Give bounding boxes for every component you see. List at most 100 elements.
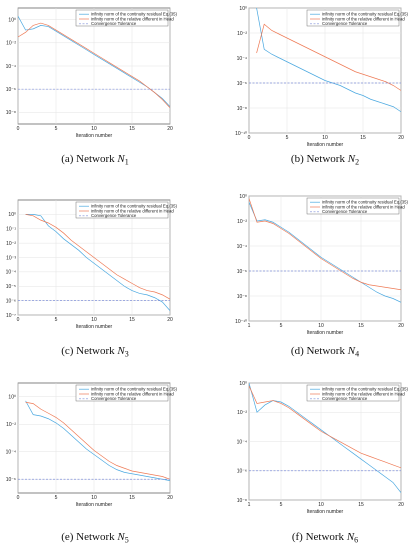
x-tick-label: 5: [55, 495, 58, 501]
panel-caption: (f) Network N6: [292, 531, 358, 545]
y-tick-label: 10⁻³: [6, 255, 16, 261]
legend-box: [75, 384, 169, 402]
panel-caption: (c) Network N3: [61, 345, 129, 359]
chart-panel-1: 0 5 10 15 20 10⁻⁸ 10⁻⁶ 10⁻⁴ 10⁻² 10⁰ Iteration num…: [6, 7, 178, 167]
y-tick-label: 10⁻²: [6, 422, 16, 428]
series-line-head: [256, 23, 401, 91]
series-line-residual: [25, 214, 170, 311]
x-tick-label: 10: [91, 317, 97, 323]
x-tick-label: 20: [167, 126, 173, 132]
x-tick-label: 5: [55, 317, 58, 323]
y-tick-label: 10⁻¹: [6, 227, 16, 233]
x-tick-label: 5: [286, 135, 289, 141]
y-tick-label: 10⁻⁸: [237, 294, 247, 300]
legend-label: infinity norm of the relative different …: [91, 16, 174, 21]
legend-label: infinity norm of the continuity residual…: [91, 204, 178, 209]
y-tick-label: 10⁰: [8, 17, 16, 23]
legend-box: [306, 9, 400, 27]
panel-caption: (b) Network N2: [291, 153, 359, 167]
x-tick-label: 5: [55, 126, 58, 132]
legend-label: infinity norm of the continuity residual…: [322, 387, 409, 392]
x-tick-label: 15: [358, 323, 364, 329]
legend-label: Convergence Tolerance: [91, 21, 137, 26]
x-tick-label: 10: [318, 502, 324, 508]
x-tick-label: 10: [91, 126, 97, 132]
y-tick-label: 10⁻⁶: [6, 298, 16, 304]
y-tick-label: 10⁻⁴: [237, 56, 247, 62]
chart-panel-5: 0 5 10 15 20 10⁻⁶ 10⁻⁴ 10⁻² 10⁰ Iteration number i…: [6, 382, 178, 545]
plot-area: [248, 195, 402, 322]
y-tick-label: 10⁻¹⁰: [235, 131, 247, 137]
y-tick-label: 10⁻¹⁰: [235, 319, 247, 325]
panel-caption: (a) Network N1: [61, 153, 129, 167]
y-tick-label: 10⁻⁶: [237, 269, 247, 275]
chart-panel-2: 0 5 10 15 20 10⁻¹⁰ 10⁻⁸ 10⁻⁶ 10⁻⁴ 10⁻² 10⁰ Iteratio…: [235, 6, 408, 167]
x-tick-label: 15: [360, 135, 366, 141]
y-tick-label: 10⁻⁶: [6, 477, 16, 483]
y-tick-label: 10⁻⁶: [237, 81, 247, 87]
legend-label: infinity norm of the relative different …: [91, 391, 174, 396]
series-line-head: [25, 401, 170, 480]
chart-panel-3: 0 5 10 15 20 10⁻⁷ 10⁻⁶ 10⁻⁵ 10⁻⁴ 10⁻³ 10⁻² 10⁻¹ 10⁰ I…: [6, 199, 178, 359]
x-axis-label: Iteration number: [76, 324, 113, 330]
y-tick-label: 10⁻⁸: [237, 498, 247, 504]
y-tick-label: 10⁻⁶: [237, 469, 247, 475]
y-tick-label: 10⁰: [239, 381, 247, 387]
x-tick-label: 10: [91, 495, 97, 501]
x-tick-label: 10: [318, 323, 324, 329]
legend-label: Convergence Tolerance: [91, 213, 137, 218]
series-line-head: [18, 22, 170, 108]
series-line-head: [249, 385, 401, 469]
x-tick-label: 15: [129, 495, 135, 501]
y-tick-label: 10⁻²: [237, 219, 247, 225]
legend-label: infinity norm of the relative different …: [322, 391, 405, 396]
panel-caption: (d) Network N4: [291, 345, 359, 359]
x-tick-label: 10: [322, 135, 328, 141]
legend-box: [75, 9, 169, 27]
x-tick-label: 20: [167, 495, 173, 501]
panel-caption: (e) Network N5: [61, 531, 129, 545]
x-tick-label: 20: [398, 323, 404, 329]
y-tick-label: 10⁻⁴: [6, 450, 16, 456]
x-tick-label: 0: [17, 126, 20, 132]
x-tick-label: 5: [280, 323, 283, 329]
x-tick-label: 0: [17, 495, 20, 501]
x-tick-label: 20: [398, 135, 404, 141]
legend-label: infinity norm of the continuity residual…: [322, 12, 409, 17]
series-line-residual: [256, 8, 401, 113]
x-tick-label: 15: [358, 502, 364, 508]
series-line-residual: [25, 400, 170, 481]
y-tick-label: 10⁻²: [6, 41, 16, 47]
legend-label: Convergence Tolerance: [322, 209, 368, 214]
legend-label: infinity norm of the relative different …: [322, 204, 405, 209]
x-axis-label: Iteration number: [307, 142, 344, 148]
x-tick-label: 0: [248, 135, 251, 141]
y-tick-label: 10⁻⁵: [6, 284, 16, 290]
y-tick-label: 10⁻⁴: [6, 270, 16, 276]
y-tick-label: 10⁻²: [237, 410, 247, 416]
x-tick-label: 1: [248, 323, 251, 329]
y-tick-label: 10⁻⁴: [6, 64, 16, 70]
y-tick-label: 10⁻⁴: [237, 439, 247, 445]
x-tick-label: 15: [129, 317, 135, 323]
series-line-head: [25, 214, 170, 300]
x-axis-label: Iteration number: [307, 330, 344, 336]
legend-label: infinity norm of the continuity residual…: [91, 387, 178, 392]
x-axis-label: Iteration number: [307, 509, 344, 515]
legend-box: [306, 384, 400, 402]
y-tick-label: 10⁻⁸: [237, 106, 247, 112]
series-line-residual: [249, 202, 401, 303]
legend-label: Convergence Tolerance: [322, 396, 368, 401]
y-tick-label: 10⁻²: [6, 241, 16, 247]
x-tick-label: 1: [248, 502, 251, 508]
legend-label: Convergence Tolerance: [322, 21, 368, 26]
x-tick-label: 15: [129, 126, 135, 132]
y-tick-label: 10⁰: [8, 395, 16, 401]
y-tick-label: 10⁻⁸: [6, 110, 16, 116]
y-tick-label: 10⁻⁴: [237, 244, 247, 250]
series-line-head: [249, 198, 401, 291]
x-tick-label: 5: [280, 502, 283, 508]
x-tick-label: 20: [167, 317, 173, 323]
x-tick-label: 20: [398, 502, 404, 508]
